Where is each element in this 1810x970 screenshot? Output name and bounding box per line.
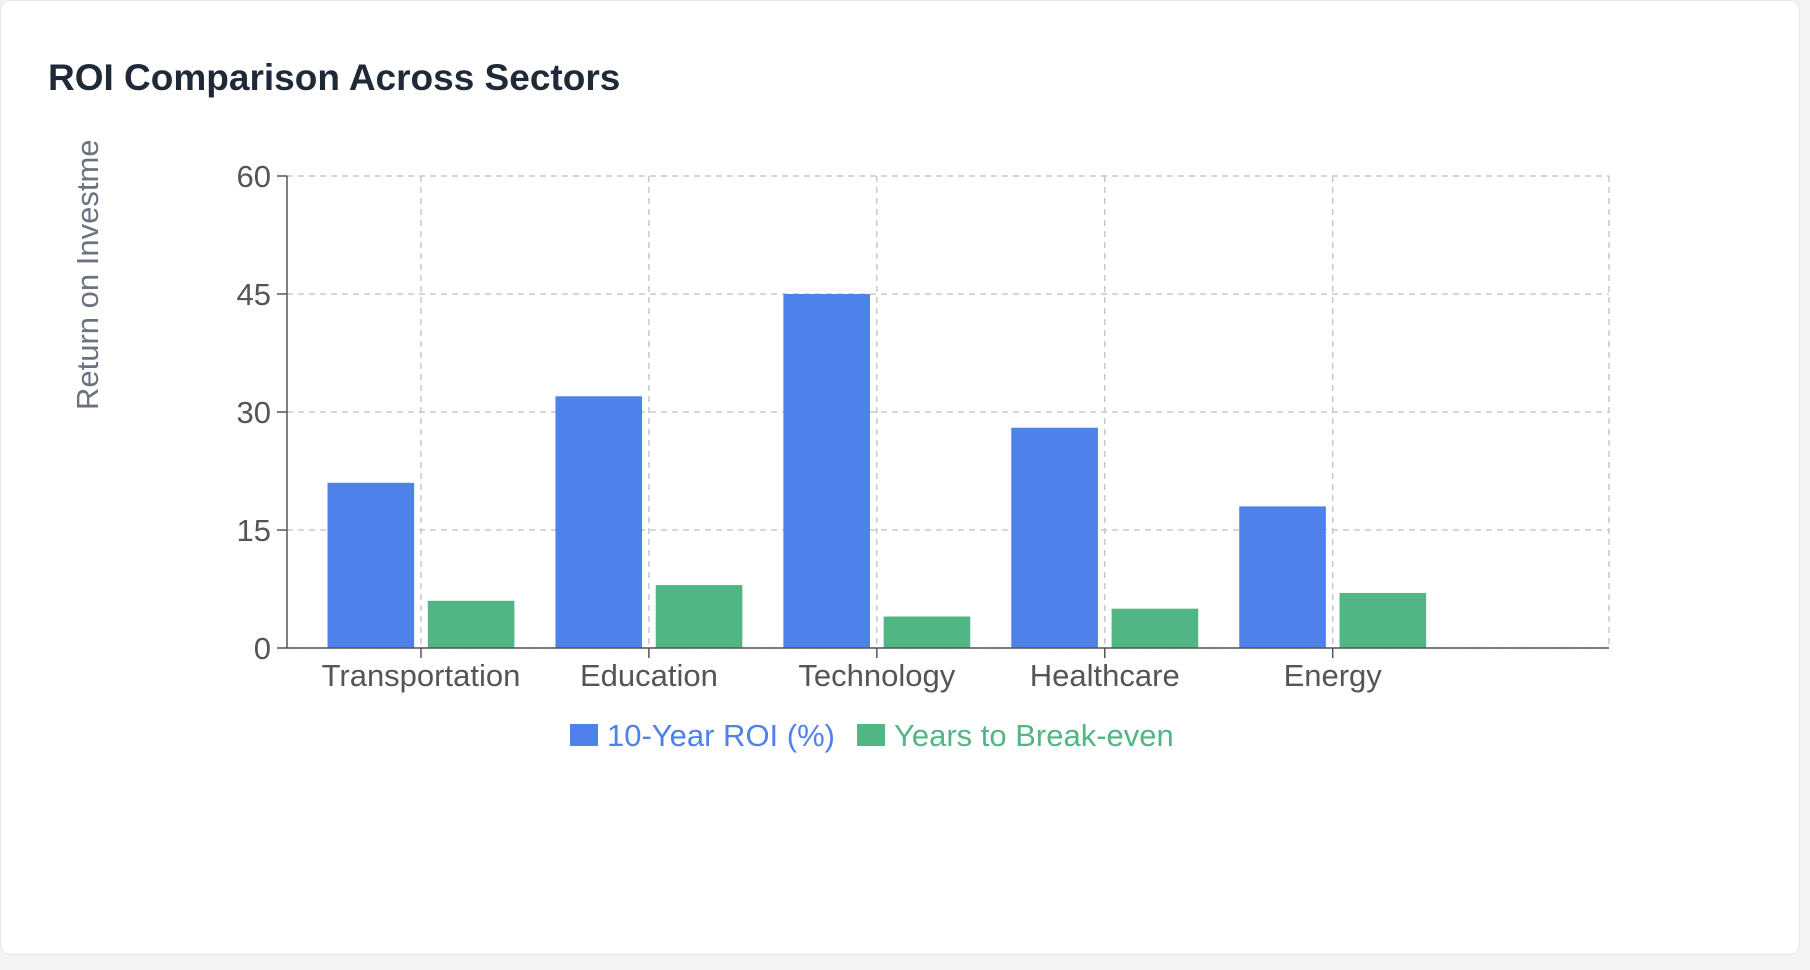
chart-card: ROI Comparison Across Sectors (0, 0, 1800, 955)
bar-roi-technology[interactable] (783, 294, 870, 648)
bar-breakeven-education[interactable] (655, 585, 743, 648)
bar-breakeven-healthcare[interactable] (1111, 608, 1199, 648)
bar-roi-healthcare[interactable] (1011, 427, 1098, 648)
legend-swatch-1 (857, 724, 885, 746)
bar-breakeven-technology[interactable] (883, 616, 971, 648)
y-tick-label: 45 (237, 277, 271, 312)
y-tick-label: 0 (254, 631, 271, 666)
x-tick-label: Energy (1284, 658, 1383, 693)
tick-labels: 0 15 30 45 60 Transportation Education Technolo… (237, 159, 1383, 693)
grid-lines (287, 175, 1610, 649)
legend-label-1[interactable]: Years to Break-even (894, 718, 1174, 753)
x-tick-label: Technology (798, 658, 955, 693)
bars (327, 294, 1427, 648)
x-tick-label: Education (580, 658, 718, 693)
legend-label-0[interactable]: 10-Year ROI (%) (607, 718, 835, 753)
bar-roi-transportation[interactable] (327, 482, 415, 648)
chart-title: ROI Comparison Across Sectors (48, 57, 621, 98)
x-tick-label: Transportation (322, 658, 521, 693)
y-axis-label: Return on Investme (70, 139, 105, 410)
legend: 10-Year ROI (%) Years to Break-even (570, 718, 1174, 753)
axes (277, 175, 1609, 658)
bar-roi-energy[interactable] (1239, 506, 1326, 648)
x-tick-label: Healthcare (1030, 658, 1180, 693)
bar-breakeven-energy[interactable] (1339, 592, 1427, 648)
bar-breakeven-transportation[interactable] (427, 600, 515, 648)
y-tick-label: 15 (237, 513, 271, 548)
y-tick-label: 30 (237, 395, 271, 430)
bar-roi-education[interactable] (555, 396, 643, 648)
y-tick-label: 60 (237, 159, 271, 194)
legend-swatch-0 (570, 724, 598, 746)
